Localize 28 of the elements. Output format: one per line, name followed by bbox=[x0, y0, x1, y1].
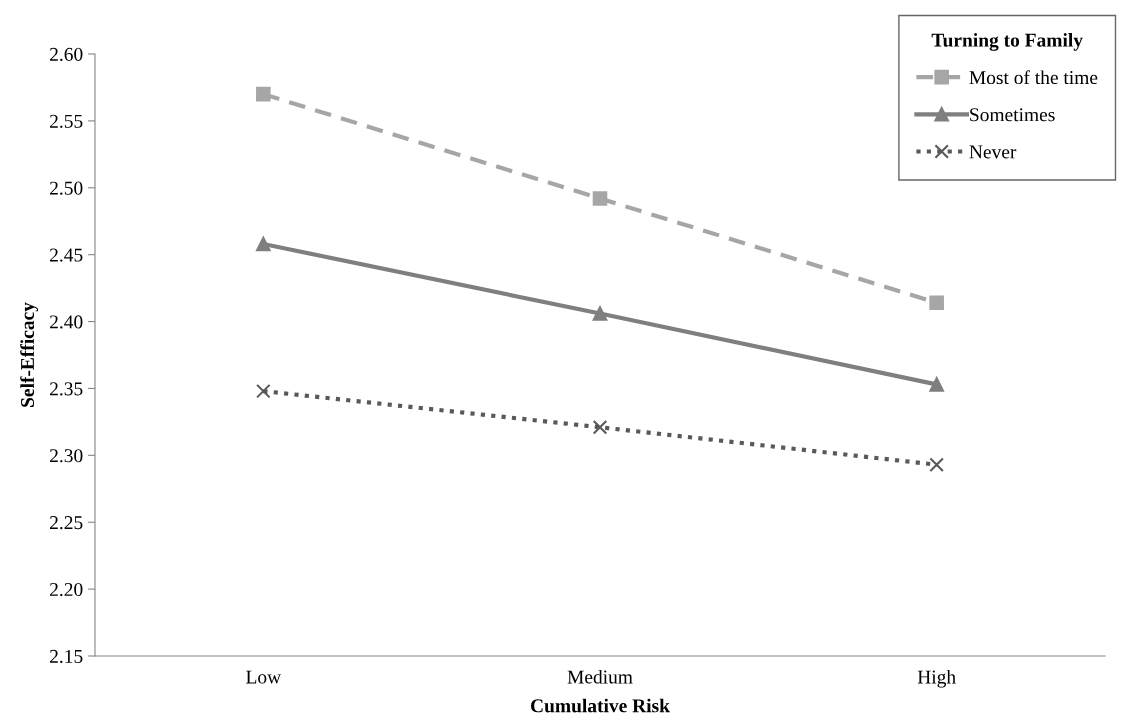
legend-label: Never bbox=[969, 145, 1017, 159]
point bbox=[929, 457, 944, 472]
point bbox=[256, 383, 271, 399]
y-tick-label: 2.15 bbox=[50, 649, 83, 664]
legend-label: Sometimes bbox=[970, 108, 1055, 122]
y-tick-label: 2.60 bbox=[50, 47, 83, 62]
y-tick-label: 2.30 bbox=[50, 449, 83, 463]
y-tick-label: 2.50 bbox=[50, 181, 83, 195]
y-tick-label: 2.55 bbox=[50, 114, 83, 128]
legend-label: Most of the time bbox=[969, 70, 1098, 85]
y-tick-label: 2.35 bbox=[50, 382, 83, 396]
x-tick-label: Low bbox=[246, 670, 282, 684]
y-tick-label: 2.45 bbox=[50, 248, 83, 262]
point bbox=[929, 295, 944, 311]
legend-title: Turning to Family bbox=[931, 33, 1083, 51]
x-tick-label: High bbox=[917, 669, 956, 688]
x-axis-title: Cumulative Risk bbox=[531, 698, 670, 713]
point bbox=[929, 377, 944, 392]
point bbox=[592, 419, 608, 435]
y-tick-label: 2.40 bbox=[50, 315, 83, 329]
point bbox=[256, 86, 271, 102]
x-tick-label: Medium bbox=[567, 669, 633, 684]
y-tick-label: 2.25 bbox=[50, 516, 83, 530]
point bbox=[256, 236, 271, 252]
y-tick-label: 2.20 bbox=[50, 582, 83, 597]
point bbox=[592, 191, 608, 206]
point bbox=[592, 306, 608, 321]
y-axis-title: Self-Efficacy bbox=[20, 302, 39, 407]
